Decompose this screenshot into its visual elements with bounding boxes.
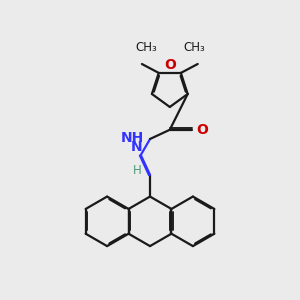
Text: H: H — [133, 164, 142, 177]
Text: CH₃: CH₃ — [183, 41, 205, 54]
Text: O: O — [164, 58, 176, 72]
Text: NH: NH — [121, 131, 144, 145]
Text: N: N — [131, 140, 142, 154]
Text: O: O — [196, 123, 208, 137]
Text: CH₃: CH₃ — [135, 41, 157, 54]
